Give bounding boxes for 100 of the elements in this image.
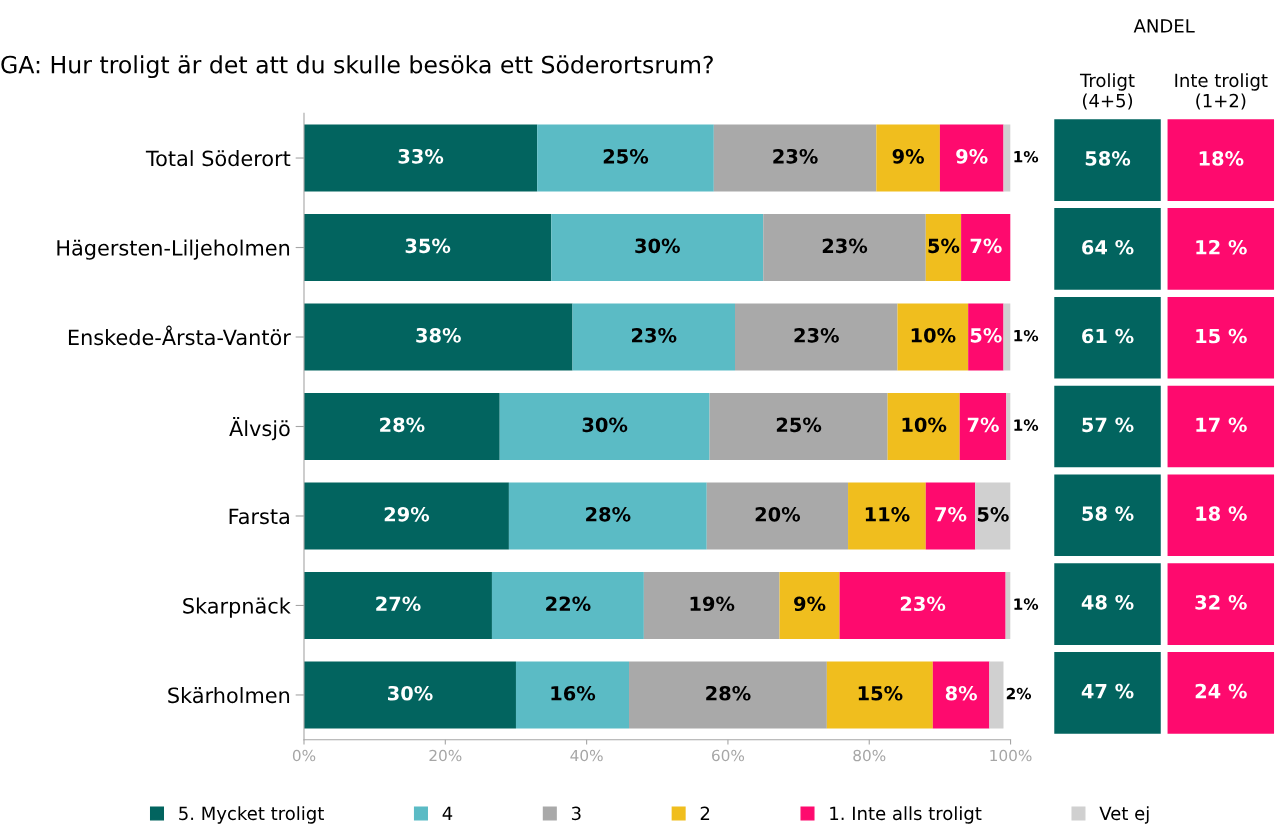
text: 61 % (1082, 328, 1134, 344)
text: 17 % (1196, 417, 1247, 433)
data-label: 5% (970, 327, 1002, 343)
data-label: 11% (865, 506, 910, 522)
legend-label: Vet ej (1099, 806, 1149, 824)
bar (643, 571, 780, 640)
data-label: 29% (384, 506, 430, 522)
category-label: Troligt (4+5) (1079, 73, 1135, 110)
x-tick-label: 0% (292, 749, 316, 762)
data-label: 5% (977, 506, 1009, 522)
legend-label: 4 (442, 806, 453, 820)
x-tick-label: 20% (429, 749, 462, 762)
data-label: 23% (822, 238, 868, 254)
text: 15 % (1196, 328, 1247, 344)
data-label: 38% (416, 327, 461, 343)
data-label: 23% (794, 327, 839, 343)
y-tick-label: Hägersten-Liljeholmen (57, 239, 290, 260)
bar (499, 392, 710, 461)
data-label: 30% (582, 417, 628, 433)
bar (515, 661, 630, 729)
bar (839, 571, 1006, 640)
data-label: 27% (376, 596, 421, 612)
text: 32 % (1195, 594, 1247, 610)
bar (897, 303, 969, 371)
bar (572, 303, 735, 371)
data-label: 7% (935, 506, 967, 522)
bar (826, 661, 933, 729)
bar (1006, 392, 1011, 461)
bar (975, 482, 1011, 550)
bar (932, 661, 990, 729)
data-label: 15% (858, 685, 903, 701)
bar (713, 124, 877, 192)
bar (848, 482, 926, 550)
bar (304, 392, 500, 461)
data-label: 28% (380, 417, 425, 433)
bar (629, 661, 827, 729)
bar (1003, 303, 1011, 371)
text: 48 % (1081, 594, 1134, 610)
bar (961, 213, 1011, 282)
data-label: 7% (970, 238, 1002, 254)
bar (304, 661, 516, 729)
bar (1003, 124, 1011, 192)
bar (959, 392, 1007, 461)
text: 64 % (1082, 239, 1134, 255)
y-tick-label: Total Söderort (145, 150, 291, 167)
bar (925, 482, 976, 550)
x-tick-label: 40% (570, 749, 603, 762)
bar (491, 571, 644, 640)
bar (304, 124, 538, 192)
text: 58 % (1082, 506, 1134, 521)
data-label: 7% (967, 417, 999, 433)
data-label: 10% (902, 417, 947, 433)
data-label: 19% (690, 596, 735, 612)
legend-label: 1. Inte alls troligt (830, 806, 982, 824)
data-label: 9% (794, 596, 826, 612)
data-label: 10% (911, 327, 956, 343)
bar (763, 213, 926, 282)
category-label: Inte troligt (1+2) (1175, 73, 1268, 110)
bar (537, 124, 714, 192)
data-label: 30% (635, 238, 680, 254)
x-tick-label: 80% (853, 749, 886, 762)
bar (939, 124, 1004, 192)
y-tick-label: Älvsjö (229, 417, 290, 441)
data-label: 30% (388, 685, 433, 701)
legend-label: 2 (700, 806, 710, 820)
y-tick-label: Skärholmen (168, 687, 290, 704)
data-label: 22% (546, 596, 591, 612)
data-label: 9% (892, 148, 924, 164)
data-label: 9% (956, 148, 988, 164)
text: 58% (1085, 151, 1131, 166)
bar (706, 482, 849, 550)
bar (508, 482, 707, 550)
data-label: 23% (900, 596, 946, 612)
data-label: 28% (586, 506, 631, 522)
text: 18% (1199, 151, 1244, 166)
data-label: 2% (1006, 687, 1032, 700)
data-label: 23% (632, 327, 677, 343)
data-label: 35% (405, 238, 451, 254)
chart-title: GA: Hur troligt är det att du skulle besöka ett Söderortsrum? (1, 55, 713, 79)
data-label: 16% (551, 685, 596, 701)
bar (968, 303, 1004, 371)
bar (304, 571, 492, 640)
bar (304, 213, 552, 282)
text: 24 % (1195, 683, 1247, 699)
data-label: 20% (755, 506, 801, 522)
x-tick-label: 100% (990, 749, 1032, 762)
data-label: 28% (706, 685, 751, 701)
data-label: 1% (1014, 329, 1039, 342)
bar (876, 124, 940, 192)
data-label: 1% (1014, 419, 1039, 431)
x-tick-label: 60% (712, 749, 745, 762)
bar (779, 571, 840, 640)
data-label: 1% (1014, 598, 1039, 610)
y-tick-label: Farsta (229, 508, 289, 525)
text: 18 % (1196, 506, 1247, 521)
data-label: 33% (398, 148, 444, 164)
y-tick-label: Skarpnäck (183, 597, 291, 618)
legend-label: 3 (571, 806, 581, 821)
bar (925, 213, 962, 282)
data-label: 8% (945, 685, 977, 701)
